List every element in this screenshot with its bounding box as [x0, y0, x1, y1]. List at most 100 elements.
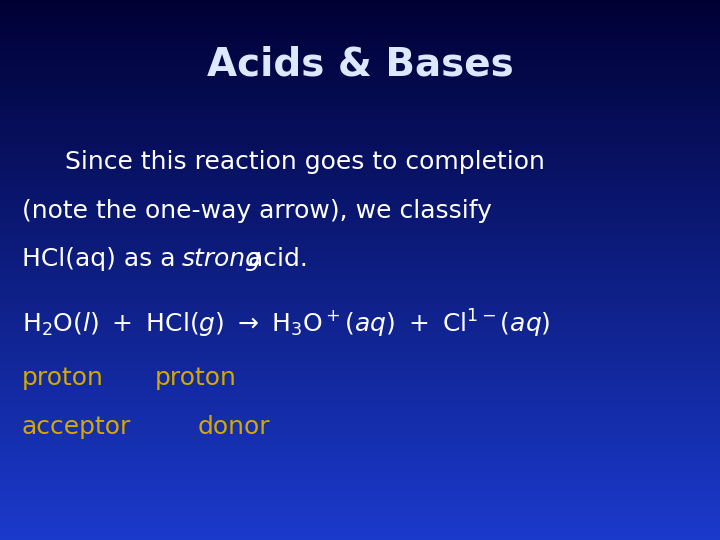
Bar [0, 491, 720, 494]
Bar [0, 286, 720, 289]
Bar [0, 89, 720, 92]
Bar [0, 297, 720, 300]
Bar [0, 529, 720, 532]
Bar [0, 113, 720, 116]
Bar [0, 76, 720, 78]
Bar [0, 189, 720, 192]
Bar [0, 294, 720, 297]
Bar [0, 348, 720, 351]
Bar [0, 292, 720, 294]
Bar [0, 148, 720, 151]
Bar [0, 462, 720, 464]
Bar [0, 443, 720, 445]
Bar [0, 235, 720, 238]
Bar [0, 500, 720, 502]
Bar [0, 251, 720, 254]
Bar [0, 351, 720, 354]
Bar [0, 456, 720, 459]
Bar [0, 437, 720, 440]
Bar [0, 470, 720, 472]
Bar [0, 354, 720, 356]
Bar [0, 310, 720, 313]
Bar [0, 65, 720, 68]
Bar [0, 40, 720, 43]
Bar [0, 254, 720, 256]
Bar [0, 170, 720, 173]
Bar [0, 84, 720, 86]
Bar [0, 316, 720, 319]
Bar [0, 248, 720, 251]
Bar [0, 27, 720, 30]
Bar [0, 181, 720, 184]
Bar [0, 481, 720, 483]
Bar [0, 516, 720, 518]
Bar [0, 57, 720, 59]
Bar [0, 219, 720, 221]
Bar [0, 232, 720, 235]
Bar [0, 265, 720, 267]
Bar [0, 73, 720, 76]
Bar [0, 429, 720, 432]
Bar [0, 373, 720, 375]
Bar [0, 224, 720, 227]
Text: proton: proton [22, 366, 104, 390]
Bar [0, 22, 720, 24]
Bar [0, 537, 720, 540]
Bar [0, 397, 720, 400]
Bar [0, 259, 720, 262]
Bar [0, 243, 720, 246]
Bar [0, 535, 720, 537]
Bar [0, 262, 720, 265]
Bar [0, 427, 720, 429]
Bar [0, 454, 720, 456]
Bar [0, 130, 720, 132]
Bar [0, 8, 720, 11]
Text: donor: donor [198, 415, 271, 438]
Bar [0, 151, 720, 154]
Bar [0, 451, 720, 454]
Bar [0, 278, 720, 281]
Bar [0, 308, 720, 310]
Bar [0, 338, 720, 340]
Bar [0, 467, 720, 470]
Bar [0, 108, 720, 111]
Bar [0, 135, 720, 138]
Text: Acids & Bases: Acids & Bases [207, 46, 513, 84]
Bar [0, 227, 720, 229]
Text: acceptor: acceptor [22, 415, 131, 438]
Bar [0, 424, 720, 427]
Bar [0, 340, 720, 343]
Bar [0, 186, 720, 189]
Bar [0, 367, 720, 370]
Bar [0, 392, 720, 394]
Bar [0, 30, 720, 32]
Bar [0, 138, 720, 140]
Bar [0, 324, 720, 327]
Bar [0, 505, 720, 508]
Bar [0, 378, 720, 381]
Bar [0, 197, 720, 200]
Bar [0, 305, 720, 308]
Text: HCl(aq) as a: HCl(aq) as a [22, 247, 183, 271]
Bar [0, 327, 720, 329]
Bar [0, 43, 720, 46]
Bar [0, 413, 720, 416]
Bar [0, 230, 720, 232]
Bar [0, 159, 720, 162]
Bar [0, 246, 720, 248]
Bar [0, 205, 720, 208]
Bar [0, 435, 720, 437]
Bar [0, 502, 720, 505]
Bar [0, 416, 720, 418]
Bar [0, 364, 720, 367]
Bar [0, 483, 720, 486]
Bar [0, 132, 720, 135]
Bar [0, 54, 720, 57]
Bar [0, 389, 720, 392]
Bar [0, 402, 720, 405]
Bar [0, 46, 720, 49]
Bar [0, 418, 720, 421]
Bar [0, 49, 720, 51]
Bar [0, 472, 720, 475]
Bar [0, 97, 720, 100]
